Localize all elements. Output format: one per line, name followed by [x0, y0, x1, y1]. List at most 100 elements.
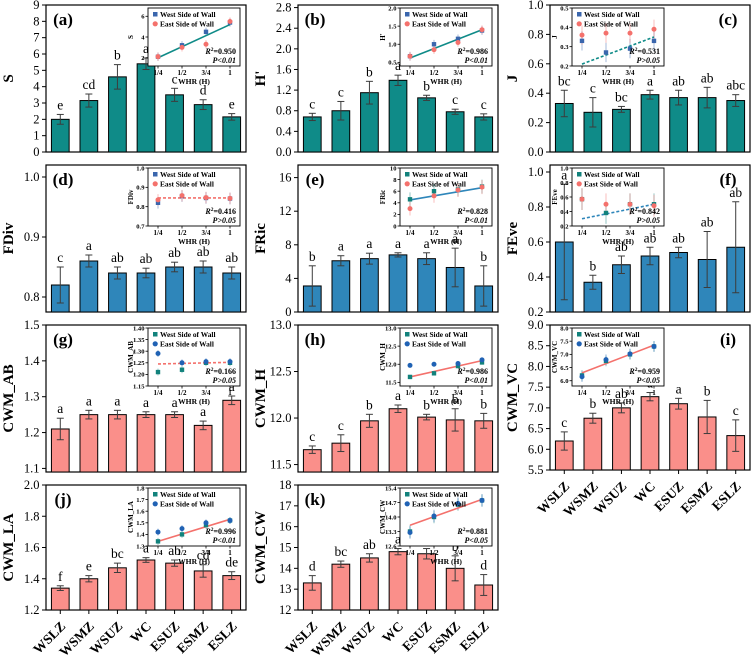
bar-ESMZ — [193, 266, 213, 313]
scatter-point-east — [455, 361, 461, 367]
sig-letter: b — [589, 258, 596, 273]
sig-letter: a — [86, 238, 92, 253]
sig-letter: ab — [672, 73, 685, 88]
sig-letter: b — [589, 396, 596, 411]
sig-letter: a — [424, 236, 430, 251]
y-tick-label: 1.3 — [24, 390, 40, 404]
inset-x-tick-label: 1/2 — [430, 229, 439, 237]
sig-letter: ab — [701, 215, 714, 230]
sig-letter: ab — [644, 230, 657, 245]
scatter-point-east — [203, 359, 209, 365]
scatter-point-east — [155, 351, 161, 357]
scatter-point-east — [431, 193, 437, 199]
panel-e: 0 4 8 12 16 FRic b a a a a a b (e) 0 2 4 6 8 10 FRic West Sid… — [252, 160, 504, 320]
bar-WSUZ — [612, 108, 631, 153]
inset-y-tick-label: 1.30 — [133, 349, 145, 356]
trend-line — [409, 186, 483, 201]
sig-letter: c — [338, 418, 344, 433]
sig-letter: b — [114, 48, 121, 63]
inset-x-tick-label: 1/4 — [154, 549, 163, 557]
bar-WC — [388, 254, 408, 313]
inset-box — [571, 327, 665, 387]
scatter-point-east — [431, 513, 437, 519]
inset-y-tick-label: 0.5 — [560, 5, 569, 12]
sig-letter: a — [172, 395, 178, 410]
inset-y-tick-label: 1.40 — [133, 325, 145, 332]
inset-x-tick-label: 1/4 — [154, 229, 163, 237]
legend-west-swatch — [153, 172, 158, 177]
inset-regression: 6.0 6.5 7.0 7.5 8.0 CWM_VC West Side of WallEa… — [551, 325, 665, 406]
sig-letter: ab — [363, 537, 376, 552]
bar-WSUZ — [108, 414, 127, 473]
inset-x-tick-label: 1 — [652, 389, 656, 397]
bar-WC — [640, 396, 660, 471]
inset-x-tick-label: 1/2 — [430, 389, 439, 397]
scatter-point-west — [179, 367, 185, 372]
inset-y-tick-label: 7.0 — [560, 352, 569, 359]
inset-y-axis-title: J — [551, 35, 559, 39]
inset-y-tick-label: 0.2 — [560, 223, 569, 230]
sig-letter: ab — [168, 245, 181, 260]
sig-letter: bc — [615, 89, 628, 104]
legend-east-swatch — [152, 501, 158, 507]
p-value-label: P>0.05 — [213, 376, 236, 385]
inset-y-axis-title: S — [127, 35, 135, 39]
bar-ESUZ — [669, 97, 688, 153]
inset-box — [147, 487, 241, 547]
sig-letter: a — [143, 541, 149, 556]
inset-y-tick-label: 8 — [393, 177, 397, 184]
panel-h: 11.5 12.0 12.5 13.0 CWM_H c c b a b b b (h) 11.5 12.0 1… — [252, 320, 504, 480]
bar-WSLZ — [302, 116, 322, 153]
scatter-point-east — [579, 32, 585, 38]
x-tick-label-WSUZ: WSUZ — [339, 619, 378, 658]
inset-x-axis-title: WHR (H) — [430, 77, 462, 86]
inset-x-tick-label: 1/4 — [154, 69, 163, 77]
sig-letter: a — [395, 58, 401, 73]
panel-g: 1.1 1.2 1.3 1.4 1.5 CWM_AB a a a a a a a (g) 1.15 1.20 1… — [0, 320, 252, 480]
sig-letter: b — [309, 249, 316, 264]
legend-east-swatch — [576, 181, 582, 187]
inset-regression: 11.5 12.0 12.5 13.0 CWM_H West Side of WallEa… — [379, 325, 493, 406]
bar-ESMZ — [193, 104, 213, 153]
scatter-point-east — [479, 497, 485, 503]
bar-ESLZ — [726, 100, 746, 153]
bar-WSUZ — [360, 557, 379, 611]
scatter-point-west — [603, 210, 609, 216]
legend-west-label: West Side of Wall — [160, 170, 216, 179]
scatter-point-east — [179, 526, 185, 532]
scatter-point-east — [603, 357, 609, 363]
bar-WC — [136, 63, 156, 153]
bar-WSMZ — [79, 414, 99, 473]
inset-y-tick-label: 4 — [393, 200, 397, 207]
r-squared-label: R2=0.950 — [204, 47, 236, 56]
inset-y-axis-title: CWM_H — [379, 343, 387, 371]
bar-WSMZ — [583, 417, 603, 471]
y-tick-label: 12.5 — [270, 365, 292, 379]
scatter-point-east — [651, 203, 657, 209]
inset-x-tick-label: 3/4 — [454, 69, 463, 77]
scatter-point-west — [627, 46, 633, 51]
sig-letter: c — [57, 250, 63, 265]
x-tick-label-ESMZ: ESMZ — [678, 479, 716, 517]
r-squared-label: R2=0.959 — [628, 367, 660, 376]
legend-east-label: East Side of Wall — [160, 500, 214, 509]
bar-WSUZ — [108, 567, 127, 611]
inset-x-axis-title: WHR (H) — [602, 397, 634, 406]
sig-letter: ab — [615, 239, 628, 254]
y-tick-label: 0.9 — [24, 230, 40, 244]
inset-box — [147, 7, 241, 67]
p-value-label: P<0.01 — [465, 56, 488, 65]
p-value-label: P<0.01 — [213, 536, 236, 545]
trend-line — [409, 29, 483, 59]
inset-x-axis-title: WHR (H) — [430, 557, 462, 566]
inset-box — [571, 7, 665, 67]
y-tick-label: 4 — [285, 271, 292, 285]
inset-box — [571, 167, 665, 227]
sig-letter: a — [338, 239, 344, 254]
y-tick-label: 16 — [279, 520, 292, 534]
legend-west-swatch — [577, 12, 582, 17]
inset-box — [147, 327, 241, 387]
scatter-point-east — [455, 187, 461, 193]
